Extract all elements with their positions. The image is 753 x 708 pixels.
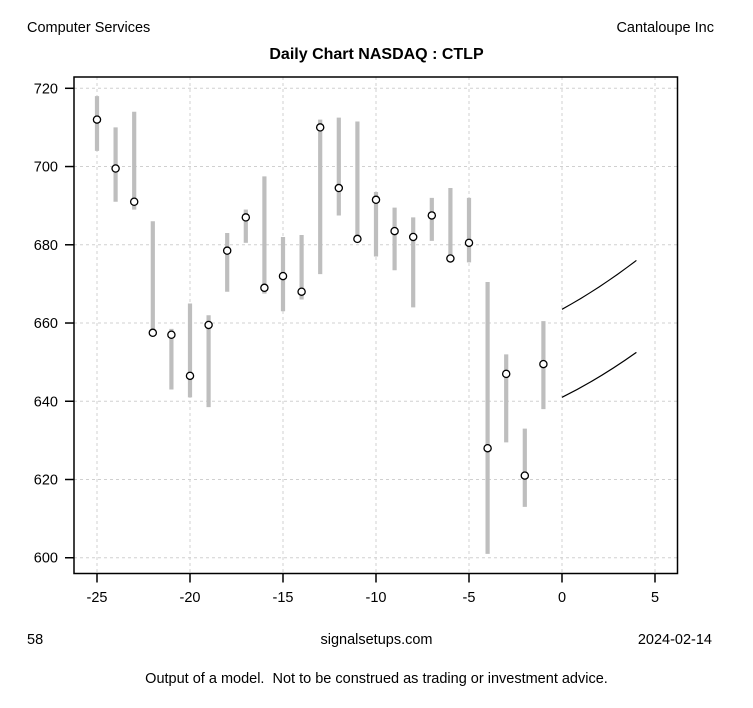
close-marker — [222, 246, 232, 255]
close-marker — [408, 232, 418, 242]
x-tick-label: 0 — [558, 590, 566, 606]
chart-title: Daily Chart NASDAQ : CTLP — [269, 46, 484, 63]
y-tick-label: 700 — [34, 160, 58, 176]
close-marker — [129, 197, 139, 206]
close-marker — [483, 443, 492, 453]
close-marker — [464, 238, 474, 248]
y-tick-label: 680 — [34, 238, 58, 254]
close-marker — [92, 115, 102, 124]
chart-number-label: 58 — [27, 632, 44, 648]
close-marker — [315, 123, 325, 132]
website-label: signalsetups.com — [320, 632, 433, 648]
x-tick-label: -20 — [180, 590, 201, 606]
close-marker — [390, 226, 399, 236]
close-marker — [501, 369, 511, 379]
close-marker — [241, 213, 251, 222]
company-label: Cantaloupe Inc — [616, 20, 714, 36]
close-marker — [297, 287, 306, 296]
y-tick-label: 620 — [34, 473, 58, 489]
y-tick-label: 640 — [34, 394, 58, 410]
disclaimer-text: Output of a model. Not to be construed a… — [145, 671, 608, 687]
x-tick-label: -5 — [463, 590, 476, 606]
close-marker — [278, 271, 288, 281]
close-marker — [185, 371, 195, 381]
close-marker — [446, 254, 455, 263]
y-tick-label: 660 — [34, 316, 58, 332]
forecast-line-upper — [561, 259, 637, 310]
close-marker — [539, 359, 548, 369]
x-tick-label: -10 — [366, 590, 387, 606]
close-marker — [353, 234, 362, 244]
forecast-line-lower — [561, 351, 637, 398]
close-marker — [111, 164, 120, 173]
y-tick-label: 720 — [34, 81, 58, 97]
sector-label: Computer Services — [27, 20, 151, 36]
close-marker — [371, 195, 381, 205]
close-marker — [167, 330, 176, 340]
close-marker — [520, 471, 530, 480]
close-marker — [260, 283, 269, 293]
x-tick-label: -15 — [273, 590, 294, 606]
close-marker — [148, 328, 158, 338]
y-tick-label: 600 — [34, 551, 58, 567]
date-label: 2024-02-14 — [637, 632, 712, 648]
close-marker — [204, 320, 213, 330]
x-tick-label: 5 — [651, 590, 659, 606]
x-tick-label: -25 — [87, 590, 108, 606]
close-marker — [427, 211, 437, 220]
close-marker — [334, 183, 344, 193]
